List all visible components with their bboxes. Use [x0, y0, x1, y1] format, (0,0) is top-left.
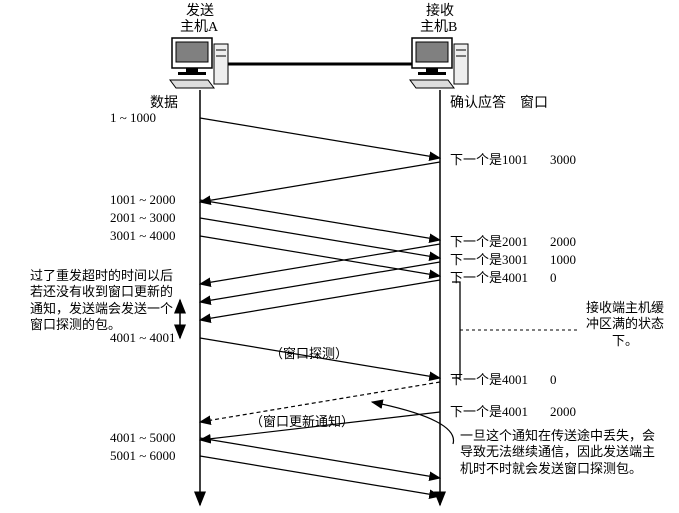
win-5: 2000 [550, 404, 576, 420]
data-range-6: 5001 ~ 6000 [110, 448, 176, 464]
message-arrow-3 [200, 218, 440, 258]
receiver-label1: 接收 [426, 4, 454, 21]
ack-1: 下一个是2001 [450, 234, 528, 250]
message-arrow-2 [200, 200, 440, 240]
arrow-annotation-1: （窗口更新通知） [250, 414, 354, 430]
data-range-5: 4001 ~ 5000 [110, 430, 176, 446]
ack-4: 下一个是4001 [450, 372, 528, 388]
message-arrow-7 [200, 280, 440, 320]
win-4: 0 [550, 372, 557, 388]
sender-label1: 发送 [186, 4, 214, 21]
win-2: 1000 [550, 252, 576, 268]
receiver-range-bar [452, 282, 460, 378]
message-arrow-12 [200, 456, 440, 496]
win-0: 3000 [550, 152, 576, 168]
right-note-1: 接收端主机缓冲区满的状态下。 [580, 300, 670, 349]
note2-pointer [372, 402, 454, 444]
message-arrow-4 [200, 236, 440, 276]
win-3: 0 [550, 270, 557, 286]
ack-2: 下一个是3001 [450, 252, 528, 268]
win-1: 2000 [550, 234, 576, 250]
data-range-3: 3001 ~ 4000 [110, 228, 176, 244]
message-arrow-6 [200, 262, 440, 302]
message-arrow-1 [200, 162, 440, 202]
ack-3: 下一个是4001 [450, 270, 528, 286]
message-arrow-0 [200, 118, 440, 158]
data-range-1: 1001 ~ 2000 [110, 192, 176, 208]
message-arrow-5 [200, 244, 440, 284]
left-note: 过了重发超时的时间以后若还没有收到窗口更新的通知，发送端会发送一个窗口探测的包。 [30, 268, 180, 333]
ack-5: 下一个是4001 [450, 404, 528, 420]
message-arrow-11 [200, 438, 440, 478]
header-ack: 确认应答 [450, 96, 506, 113]
header-window: 窗口 [520, 96, 548, 113]
data-range-0: 1 ~ 1000 [110, 110, 156, 126]
receiver-label2: 主机B [420, 20, 457, 37]
arrow-annotation-0: （窗口探测） [270, 346, 348, 362]
ack-0: 下一个是1001 [450, 152, 528, 168]
sender-label2: 主机A [180, 20, 218, 37]
right-note-2: 一旦这个通知在传送途中丢失，会导致无法继续通信，因此发送端主机时不时就会发送窗口… [460, 428, 660, 477]
data-range-2: 2001 ~ 3000 [110, 210, 176, 226]
